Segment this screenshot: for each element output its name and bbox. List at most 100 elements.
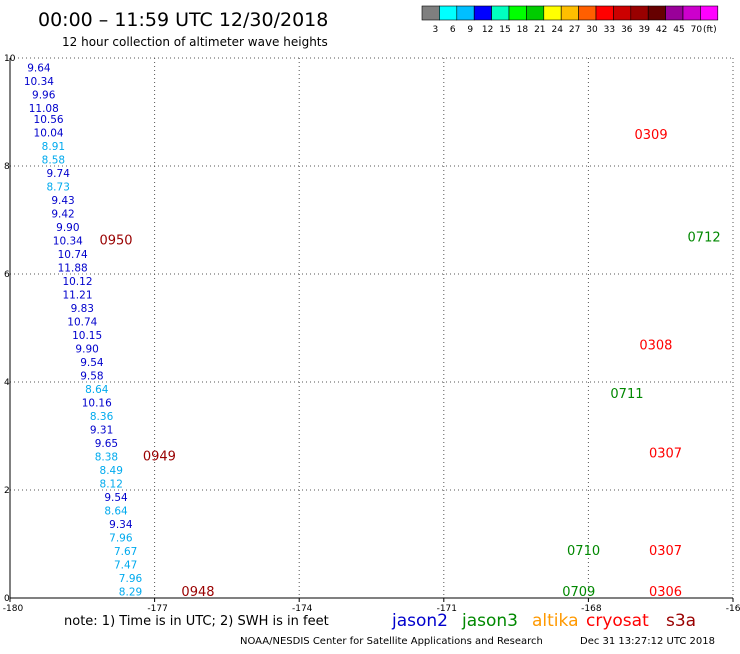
swh-data-label: 8.58 [42, 154, 65, 166]
satellite-legend: jason2 jason3 altika cryosat s3a [391, 611, 696, 631]
swh-data-label: 9.31 [90, 424, 113, 436]
page-subtitle: 12 hour collection of altimeter wave hei… [62, 35, 328, 49]
swh-data-label: 8.73 [47, 181, 70, 193]
swh-data-label: 7.96 [119, 573, 143, 585]
colorbar-label: 45 [673, 25, 684, 35]
colorbar-label: 12 [482, 25, 493, 35]
colorbar-swatch [595, 5, 614, 21]
colorbar-label: 24 [551, 25, 563, 35]
swh-data-label: 8.64 [85, 384, 109, 396]
swh-data-label: 9.74 [47, 168, 71, 180]
swh-data-label: 8.12 [100, 478, 123, 490]
colorbar-swatch [491, 5, 510, 21]
pass-time-label: 0710 [567, 544, 600, 559]
colorbar-label: 6 [450, 25, 456, 35]
swh-data-label: 9.58 [80, 370, 103, 382]
swh-data-label: 10.16 [82, 397, 112, 409]
colorbar-swatch [421, 5, 440, 21]
colorbar-label: 30 [586, 25, 598, 35]
y-tick-label: 4 [4, 378, 10, 388]
colorbar-label: (ft) [703, 25, 717, 35]
chart-axes: -180 -177 -174 -171 -168 -165 0 2 4 6 8 10 [3, 54, 740, 614]
chart-marks: 9.6410.349.9611.0810.5610.048.918.589.74… [24, 63, 143, 599]
y-tick-label: 10 [4, 54, 16, 64]
swh-data-label: 8.29 [119, 586, 142, 598]
legend-entry-cryosat: cryosat [586, 611, 649, 631]
swh-data-label: 9.90 [75, 343, 98, 355]
swh-data-label: 8.38 [95, 451, 118, 463]
x-tick-label: -177 [147, 604, 167, 614]
swh-data-label: 9.90 [56, 222, 79, 234]
swh-data-label: 9.96 [32, 90, 56, 102]
x-tick-label: -180 [3, 604, 24, 614]
swh-data-label: 11.88 [58, 262, 88, 274]
swh-data-label: 10.04 [34, 127, 64, 139]
swh-data-label: 9.54 [104, 492, 128, 504]
swh-data-label: 8.64 [104, 505, 128, 517]
colorbar-swatch [439, 5, 458, 21]
swh-data-label: 9.64 [27, 63, 51, 75]
footer-note: note: 1) Time is in UTC; 2) SWH is in fe… [64, 614, 329, 629]
pass-time-label: 0949 [143, 449, 176, 464]
colorbar-label: 42 [656, 25, 667, 35]
swh-data-label: 9.34 [109, 519, 133, 531]
swh-data-label: 11.08 [29, 103, 59, 115]
pass-time-label: 0948 [181, 585, 214, 600]
y-tick-label: 2 [4, 486, 10, 496]
swh-data-label: 10.12 [62, 276, 92, 288]
pass-time-label: 0711 [610, 387, 643, 402]
colorbar-label: 3 [433, 25, 439, 35]
color-scale-bar: 3 6 9 12 15 18 21 24 27 30 33 36 39 42 45 70 (ft) [421, 5, 719, 35]
swh-data-label: 9.43 [51, 195, 74, 207]
legend-entry-altika: altika [532, 611, 579, 631]
legend-entry-jason2: jason2 [391, 611, 448, 631]
pass-time-label: 0307 [649, 544, 682, 559]
swh-data-label: 8.49 [100, 465, 123, 477]
pass-time-label: 0950 [99, 233, 132, 248]
colorbar-swatch [508, 5, 527, 21]
swh-data-label: 10.74 [58, 249, 88, 261]
colorbar-swatch [700, 5, 719, 21]
footer-timestamp: Dec 31 13:27:12 UTC 2018 [580, 636, 715, 647]
colorbar-swatch [665, 5, 684, 21]
colorbar-label: 36 [621, 25, 633, 35]
x-tick-label: -174 [292, 604, 313, 614]
colorbar-swatch [647, 5, 666, 21]
swh-data-label: 9.65 [95, 438, 118, 450]
colorbar-label: 39 [638, 25, 650, 35]
colorbar-swatch [560, 5, 579, 21]
swh-data-label: 10.74 [67, 316, 97, 328]
swh-data-label: 7.47 [114, 559, 137, 571]
swh-data-label: 10.56 [34, 114, 64, 126]
x-tick-label: -168 [581, 604, 602, 614]
legend-entry-s3a: s3a [666, 611, 696, 631]
swh-data-label: 10.15 [72, 330, 102, 342]
swh-data-label: 9.54 [80, 357, 104, 369]
colorbar-label: 33 [604, 25, 615, 35]
pass-time-label: 0306 [649, 585, 682, 600]
colorbar-swatch [630, 5, 649, 21]
swh-data-label: 9.42 [51, 208, 74, 220]
swh-data-label: 11.21 [62, 289, 92, 301]
x-tick-label: -165 [726, 604, 740, 614]
colorbar-swatch [526, 5, 545, 21]
swh-data-label: 10.34 [24, 76, 54, 88]
footer-credit: NOAA/NESDIS Center for Satellite Applica… [240, 636, 543, 647]
legend-entry-jason3: jason3 [461, 611, 518, 631]
pass-time-label: 0308 [639, 339, 672, 354]
swh-data-label: 8.91 [42, 141, 65, 153]
x-tick-label: -171 [437, 604, 457, 614]
swh-data-label: 10.34 [53, 235, 83, 247]
swh-data-label: 9.83 [71, 303, 94, 315]
pass-time-label: 0309 [635, 128, 668, 143]
colorbar-swatch [456, 5, 475, 21]
swh-data-label: 7.67 [114, 546, 137, 558]
colorbar-label: 9 [467, 25, 473, 35]
colorbar-swatch [613, 5, 632, 21]
colorbar-swatch [543, 5, 562, 21]
swh-data-label: 7.96 [109, 532, 133, 544]
y-tick-label: 8 [4, 162, 10, 172]
colorbar-label: 27 [569, 25, 580, 35]
